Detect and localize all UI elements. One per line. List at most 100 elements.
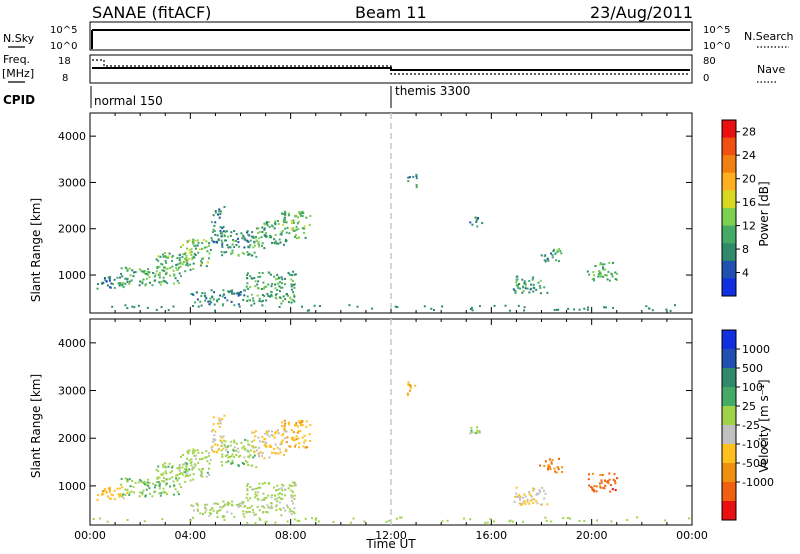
echo-cell xyxy=(604,484,607,487)
echo-cell xyxy=(275,489,277,492)
echo-cell xyxy=(258,482,261,485)
echo-cell xyxy=(290,288,293,291)
echo-cell xyxy=(290,496,293,499)
echo-cell xyxy=(275,278,277,281)
x-tick-label: 08:00 xyxy=(275,529,307,542)
echo-cell xyxy=(156,477,159,480)
echo-cell xyxy=(295,225,298,228)
echo-cell xyxy=(292,502,295,505)
echo-cell xyxy=(284,422,287,425)
echo-cell xyxy=(162,466,165,468)
echo-cell xyxy=(108,279,111,282)
echo-cell xyxy=(245,496,248,499)
echo-cell xyxy=(263,499,266,501)
echo-cell xyxy=(232,239,235,242)
echo-cell xyxy=(121,284,124,287)
echo-cell xyxy=(219,435,222,438)
echo-cell xyxy=(219,213,222,215)
echo-cell xyxy=(213,303,216,306)
echo-cell xyxy=(236,237,239,240)
echo-cell xyxy=(274,223,277,226)
echo-cell xyxy=(251,464,254,467)
echo-cell xyxy=(193,256,196,259)
echo-cell xyxy=(514,495,517,498)
echo-cell xyxy=(128,267,131,270)
echo-cell xyxy=(610,273,613,276)
echo-cell xyxy=(588,473,590,476)
echo-cell xyxy=(221,295,224,298)
echo-region xyxy=(96,275,129,290)
echo-cell xyxy=(227,235,229,238)
y-tick-label: 3000 xyxy=(58,385,86,398)
echo-cell xyxy=(109,486,112,489)
echo-cell xyxy=(242,298,245,301)
echo-cell xyxy=(240,441,243,444)
echo-cell xyxy=(248,234,251,237)
echo-cell xyxy=(216,512,219,514)
ground-scatter-cell xyxy=(508,309,511,312)
echo-cell xyxy=(283,425,286,428)
echo-cell xyxy=(252,235,255,238)
echo-cell xyxy=(242,510,245,513)
echo-cell xyxy=(246,231,248,234)
echo-cell xyxy=(186,469,189,472)
echo-cell xyxy=(518,494,521,497)
echo-cell xyxy=(163,280,166,283)
echo-cell xyxy=(252,237,255,239)
echo-cell xyxy=(270,496,273,499)
echo-cell xyxy=(166,478,169,481)
echo-cell xyxy=(244,438,247,441)
echo-cell xyxy=(176,263,179,266)
echo-cell xyxy=(559,250,562,252)
echo-cell xyxy=(270,502,273,505)
freq-tick-bottom: 8 xyxy=(62,73,68,84)
echo-cell xyxy=(257,436,260,439)
echo-cell xyxy=(208,257,210,260)
echo-cell xyxy=(143,483,146,486)
echo-cell xyxy=(122,286,125,289)
echo-cell xyxy=(294,234,297,236)
ground-scatter-cell xyxy=(636,516,639,519)
echo-cell xyxy=(301,424,304,427)
echo-region xyxy=(220,438,258,469)
echo-cell xyxy=(191,467,194,470)
echo-cell xyxy=(165,482,168,485)
echo-cell xyxy=(280,443,283,446)
echo-cell xyxy=(539,464,542,467)
ground-scatter-cell xyxy=(569,517,571,520)
echo-cell xyxy=(191,257,194,259)
echo-cell xyxy=(162,276,165,279)
echo-cell xyxy=(266,431,268,434)
echo-cell xyxy=(230,440,233,443)
echo-cell xyxy=(292,219,295,222)
echo-cell xyxy=(258,509,261,512)
echo-cell xyxy=(221,245,224,248)
echo-cell xyxy=(256,294,259,297)
echo-cell xyxy=(277,222,280,225)
echo-cell xyxy=(526,287,529,290)
echo-cell xyxy=(223,234,226,237)
echo-cell xyxy=(210,430,213,433)
echo-cell xyxy=(282,213,285,215)
echo-cell xyxy=(111,283,114,286)
echo-cell xyxy=(249,497,252,500)
echo-cell xyxy=(185,263,188,266)
echo-cell xyxy=(208,467,210,470)
echo-cell xyxy=(209,509,212,511)
echo-cell xyxy=(282,220,285,223)
echo-cell xyxy=(262,492,265,495)
echo-cell xyxy=(196,298,199,301)
colorbar-tick-label: 25 xyxy=(742,400,756,413)
ground-scatter-cell xyxy=(596,519,598,522)
colorbar-swatch xyxy=(722,444,736,464)
echo-region xyxy=(587,472,619,493)
echo-cell xyxy=(190,293,193,295)
echo-cell xyxy=(210,221,213,224)
echo-cell xyxy=(546,257,549,260)
ground-scatter-cell xyxy=(349,521,352,524)
echo-cell xyxy=(189,251,192,254)
echo-cell xyxy=(252,445,255,448)
echo-cell xyxy=(280,508,282,511)
echo-cell xyxy=(120,267,123,270)
